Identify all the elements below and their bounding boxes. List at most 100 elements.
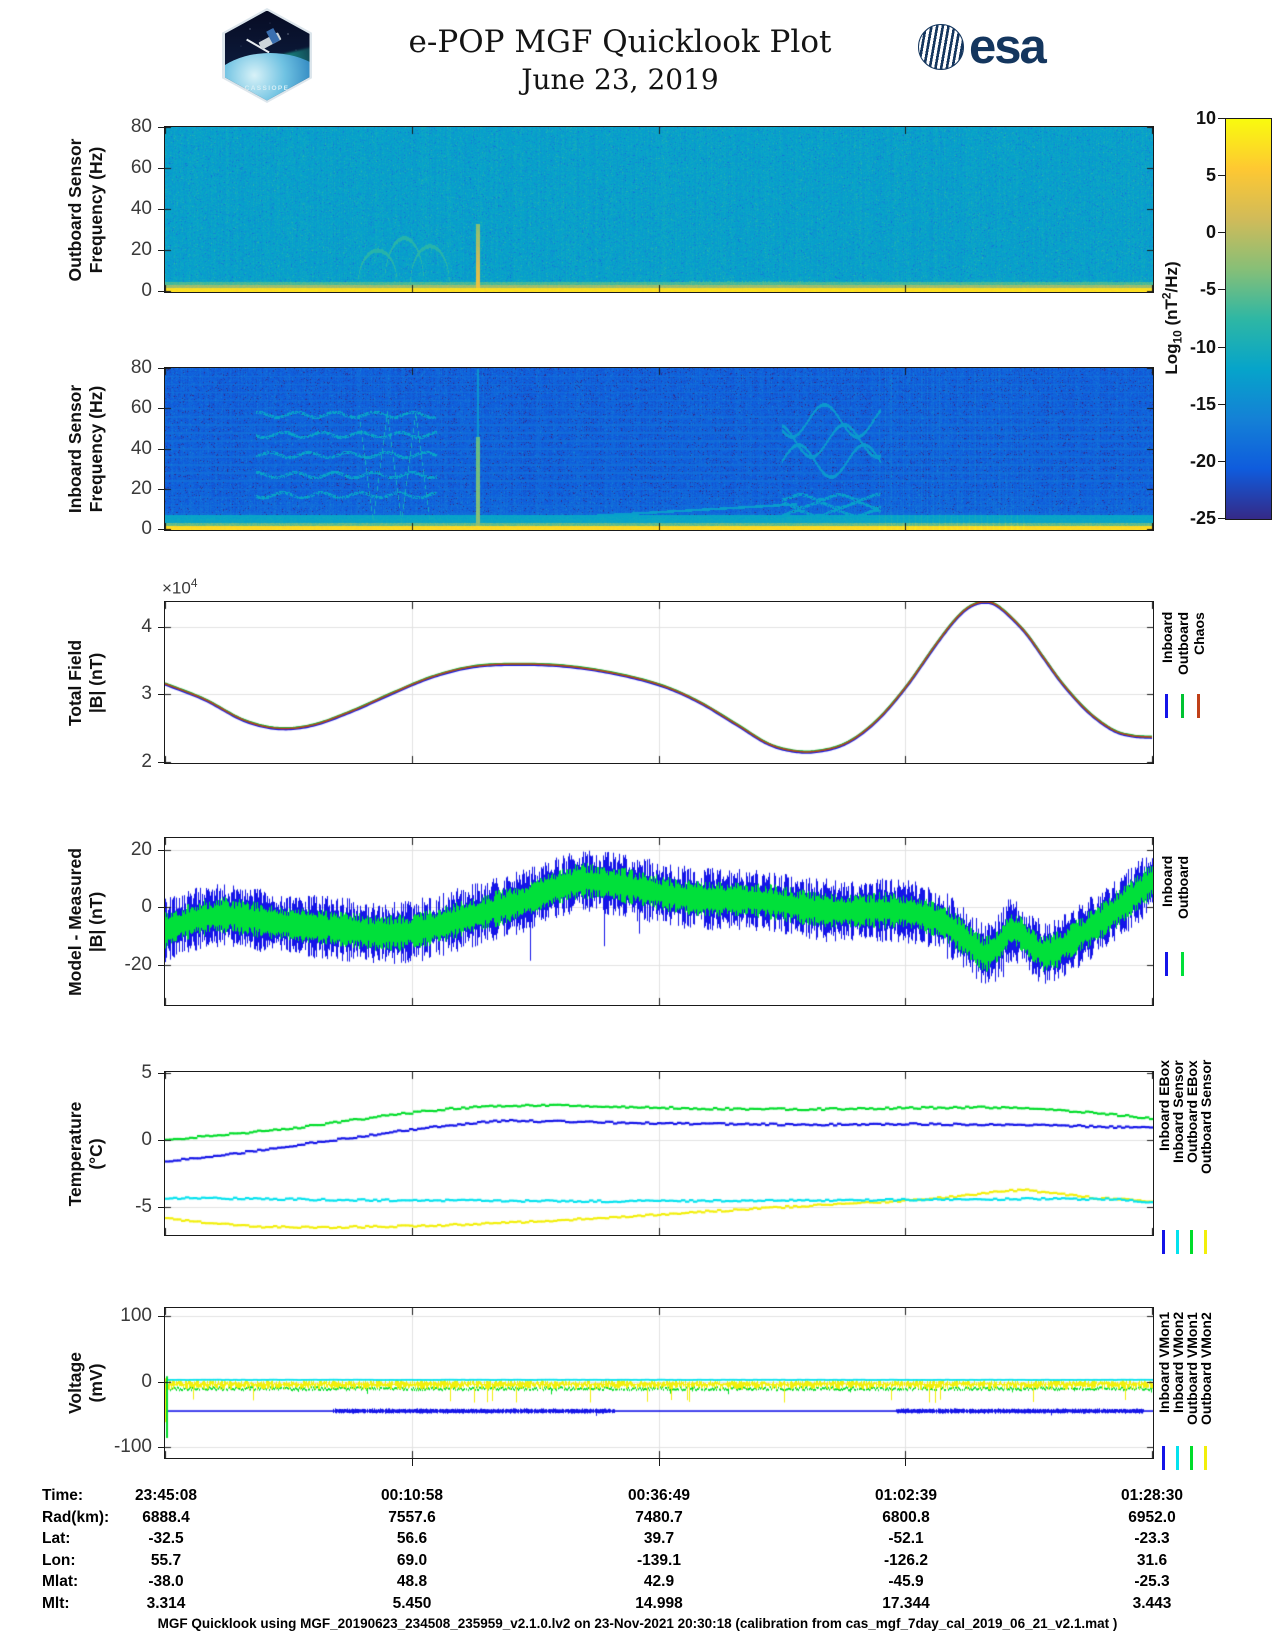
time-axis-tick xyxy=(411,1459,413,1466)
table-cell: 6800.8 xyxy=(882,1508,930,1526)
footer-caption: MGF Quicklook using MGF_20190623_234508_… xyxy=(157,1616,1118,1631)
outboard-spectrogram-canvas xyxy=(165,127,1153,292)
colorbar-tick-label: 5 xyxy=(1205,165,1216,186)
model-measured-legend-label: Inboard xyxy=(1159,855,1175,907)
voltage-legend-swatch xyxy=(1162,1446,1165,1470)
inboard-spectrogram-canvas xyxy=(165,368,1153,530)
temperature-legend-swatch xyxy=(1190,1230,1193,1254)
table-cell: 14.998 xyxy=(635,1594,683,1612)
temperature-ylabel: Temperature (°C) xyxy=(65,1101,107,1206)
table-cell: 55.7 xyxy=(150,1551,182,1569)
table-cell: -32.5 xyxy=(148,1530,184,1547)
table-cell: 3.314 xyxy=(146,1594,186,1612)
table-row-label: Lat: xyxy=(42,1530,71,1547)
total-field-ylabel-line: Total Field xyxy=(65,639,85,726)
colorbar-tick-mark xyxy=(1218,232,1225,234)
table-cell: 01:28:30 xyxy=(1120,1487,1184,1504)
table-cell: 23:45:08 xyxy=(134,1487,198,1504)
model-measured-ytick-mark xyxy=(158,907,165,909)
total-field-ytick-mark xyxy=(158,694,165,696)
model-measured-legend-swatch xyxy=(1165,952,1168,976)
total-field-frame xyxy=(164,601,1154,764)
outboard-spectrogram-ylabel-line: Outboard Sensor xyxy=(65,138,85,281)
temperature-frame xyxy=(164,1071,1154,1236)
table-cell: -126.2 xyxy=(884,1551,928,1569)
temperature-legend-label: Outboard Sensor xyxy=(1198,1059,1214,1174)
model-measured-ytick-label: 0 xyxy=(141,896,152,918)
voltage-ytick-label: 0 xyxy=(141,1370,152,1392)
table-row-label: Mlt: xyxy=(42,1594,70,1612)
inboard-spectrogram-ytick-label: 80 xyxy=(130,357,152,378)
inboard-spectrogram-ytick-mark xyxy=(158,368,165,369)
colorbar-tick-label: -20 xyxy=(1189,450,1216,471)
total-field-ylabel: Total Field |B| (nT) xyxy=(65,639,107,725)
model-measured-ytick-label: -20 xyxy=(124,954,152,976)
temperature-ytick-mark xyxy=(158,1073,165,1075)
colorbar-tick-label: 10 xyxy=(1195,108,1216,128)
table-cell: 6952.0 xyxy=(1128,1508,1176,1526)
patch-mission-name: CASSIOPE xyxy=(244,84,290,92)
table-row-label: Lon: xyxy=(42,1551,76,1569)
time-axis-tick xyxy=(905,1459,907,1466)
voltage-ytick-label: 100 xyxy=(120,1304,152,1326)
table-row-label: Rad(km): xyxy=(42,1508,110,1526)
colorbar-tick-mark xyxy=(1218,175,1225,177)
total-field-ytick-label: 2 xyxy=(141,751,152,772)
table-cell: 39.7 xyxy=(643,1530,675,1547)
voltage-canvas xyxy=(165,1308,1153,1458)
table-cell: 00:10:58 xyxy=(380,1487,444,1504)
outboard-spectrogram-frame xyxy=(164,126,1154,293)
model-measured-ytick-label: 20 xyxy=(130,838,152,860)
voltage-frame xyxy=(164,1307,1154,1459)
table-cell: 7557.6 xyxy=(388,1508,436,1526)
table-cell: 56.6 xyxy=(396,1530,428,1547)
voltage-ylabel-line: Voltage xyxy=(65,1352,85,1414)
colorbar-tick-mark xyxy=(1218,460,1225,462)
table-cell: 01:02:39 xyxy=(874,1487,938,1504)
esa-logo-text: esa xyxy=(969,20,1047,74)
table-cell: 48.8 xyxy=(396,1573,428,1590)
inboard-spectrogram-ytick-mark xyxy=(158,448,165,450)
table-cell: 6888.4 xyxy=(142,1508,190,1526)
patch-stars xyxy=(234,18,237,21)
voltage-ytick-mark xyxy=(158,1315,165,1317)
voltage-legend-swatch xyxy=(1190,1446,1193,1470)
voltage-ytick-mark xyxy=(158,1447,165,1449)
inboard-spectrogram-ytick-label: 40 xyxy=(130,437,152,459)
temperature-canvas xyxy=(165,1072,1153,1235)
total-field-legend-swatch xyxy=(1181,694,1184,718)
total-field-ytick-mark xyxy=(158,762,165,763)
colorbar-tick-mark xyxy=(1218,346,1225,348)
voltage-ytick-label: -100 xyxy=(113,1436,152,1458)
colorbar-tick-label: -10 xyxy=(1189,336,1216,357)
colorbar-tick-mark xyxy=(1218,118,1225,119)
colorbar-tick-label: -15 xyxy=(1189,393,1216,414)
esa-logo: esa xyxy=(918,20,1047,74)
inboard-spectrogram-ytick-mark xyxy=(158,529,165,530)
table-cell: 3.443 xyxy=(1132,1594,1172,1612)
inboard-spectrogram-ytick-label: 0 xyxy=(141,518,152,539)
inboard-spectrogram-ylabel: Inboard Sensor Frequency (Hz) xyxy=(65,385,107,513)
outboard-spectrogram-ytick-mark xyxy=(158,168,165,169)
total-field-legend-label: Inboard xyxy=(1159,611,1175,663)
outboard-spectrogram-ytick-label: 80 xyxy=(130,116,152,137)
table-cell: -25.3 xyxy=(1134,1573,1170,1590)
table-cell: -139.1 xyxy=(637,1551,681,1569)
table-cell: -38.0 xyxy=(148,1573,184,1590)
temperature-ytick-mark xyxy=(158,1206,165,1208)
total-field-ytick-label: 3 xyxy=(141,683,152,705)
voltage-legend-label: Outboard VMon2 xyxy=(1198,1312,1214,1425)
temperature-ylabel-line: (°C) xyxy=(86,1137,106,1170)
colorbar-tick-mark xyxy=(1218,518,1225,519)
model-measured-ylabel: Model - Measured |B| (nT) xyxy=(65,848,107,996)
total-field-legend-label: Outboard xyxy=(1175,612,1191,675)
inboard-spectrogram-ytick-label: 60 xyxy=(130,397,152,419)
colorbar-tick-mark xyxy=(1218,403,1225,405)
voltage-legend-swatch xyxy=(1176,1446,1179,1470)
colorbar xyxy=(1225,118,1272,520)
table-cell: 7480.7 xyxy=(635,1508,683,1526)
voltage-ytick-mark xyxy=(158,1381,165,1383)
outboard-spectrogram-ytick-label: 40 xyxy=(130,198,152,219)
page-date: June 23, 2019 xyxy=(521,63,719,96)
